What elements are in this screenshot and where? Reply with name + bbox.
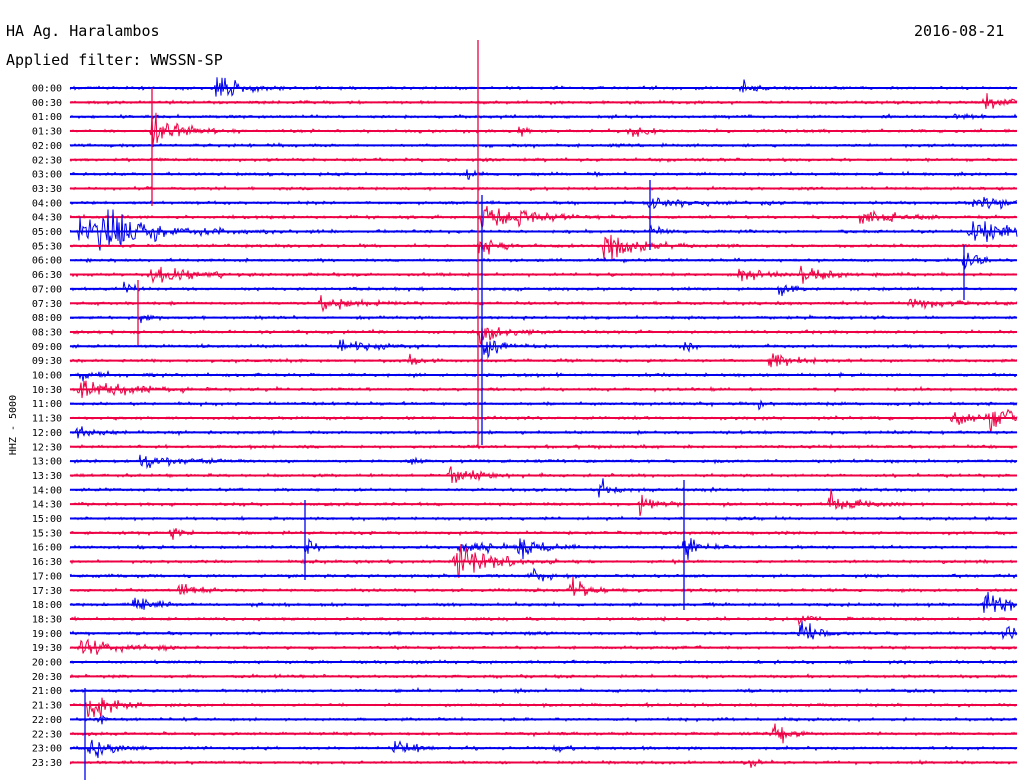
time-tick-label: 22:00 [32, 715, 62, 726]
time-tick-label: 04:30 [32, 213, 62, 224]
trace-line [69, 408, 1018, 433]
time-tick-label: 17:00 [32, 571, 62, 582]
time-tick-label: 00:30 [32, 98, 62, 109]
trace-line [69, 591, 1018, 613]
time-tick-label: 09:00 [32, 342, 62, 353]
time-tick-label: 13:00 [32, 457, 62, 468]
time-tick-label: 00:00 [32, 84, 62, 95]
time-tick-label: 14:00 [32, 485, 62, 496]
time-tick-label: 09:30 [32, 356, 62, 367]
trace-line [69, 314, 1018, 324]
time-tick-label: 06:00 [32, 256, 62, 267]
y-axis-label: HHZ - 5000 [8, 395, 19, 455]
trace-line [69, 399, 1018, 411]
time-tick-label: 15:30 [32, 528, 62, 539]
time-tick-label: 08:00 [32, 313, 62, 324]
trace-line [69, 339, 1018, 360]
time-tick-label: 08:30 [32, 327, 62, 338]
trace-line [69, 527, 1018, 540]
time-tick-label: 02:30 [32, 155, 62, 166]
time-tick-label: 19:00 [32, 629, 62, 640]
trace-line [69, 478, 1018, 498]
time-tick-label: 18:30 [32, 614, 62, 625]
time-tick-label: 13:30 [32, 471, 62, 482]
time-tick-label: 10:00 [32, 371, 62, 382]
station-title: HA Ag. Haralambos [6, 22, 160, 40]
time-tick-label: 01:00 [32, 112, 62, 123]
time-tick-label: 19:30 [32, 643, 62, 654]
time-tick-label: 23:00 [32, 744, 62, 755]
trace-line [69, 615, 1018, 626]
date-label: 2016-08-21 [914, 22, 1005, 40]
trace-line [69, 488, 1018, 517]
trace-line [69, 537, 1018, 560]
time-tick-label: 05:00 [32, 227, 62, 238]
time-tick-label: 02:00 [32, 141, 62, 152]
time-tick-label: 06:30 [32, 270, 62, 281]
time-tick-label: 03:30 [32, 184, 62, 195]
trace-line [69, 758, 1018, 768]
time-tick-label: 03:00 [32, 170, 62, 181]
time-tick-label: 07:30 [32, 299, 62, 310]
time-tick-label: 12:00 [32, 428, 62, 439]
time-tick-label: 14:30 [32, 500, 62, 511]
time-tick-label: 05:30 [32, 241, 62, 252]
time-tick-label: 22:30 [32, 729, 62, 740]
trace-line [69, 697, 1018, 718]
trace-line [69, 77, 1018, 97]
time-tick-label: 04:00 [32, 198, 62, 209]
time-tick-label: 20:30 [32, 672, 62, 683]
time-tick-label: 16:00 [32, 543, 62, 554]
time-tick-label: 18:00 [32, 600, 62, 611]
time-tick-label: 21:30 [32, 701, 62, 712]
trace-line [70, 234, 1018, 261]
trace-line [69, 370, 1018, 382]
trace-line [69, 326, 1018, 346]
trace-line [69, 209, 1018, 251]
time-tick-label: 12:30 [32, 442, 62, 453]
time-tick-label: 23:30 [32, 758, 62, 769]
time-tick-label: 10:30 [32, 385, 62, 396]
filter-label: Applied filter: WWSSN-SP [6, 51, 223, 69]
time-tick-label: 16:30 [32, 557, 62, 568]
time-tick-label: 20:00 [32, 658, 62, 669]
time-tick-label: 21:00 [32, 686, 62, 697]
time-tick-label: 15:00 [32, 514, 62, 525]
time-tick-label: 07:00 [32, 284, 62, 295]
trace-line [69, 621, 1018, 641]
time-tick-label: 01:30 [32, 127, 62, 138]
time-tick-label: 11:30 [32, 414, 62, 425]
time-tick-label: 11:00 [32, 399, 62, 410]
trace-line [69, 93, 1018, 110]
time-tick-label: 17:30 [32, 586, 62, 597]
